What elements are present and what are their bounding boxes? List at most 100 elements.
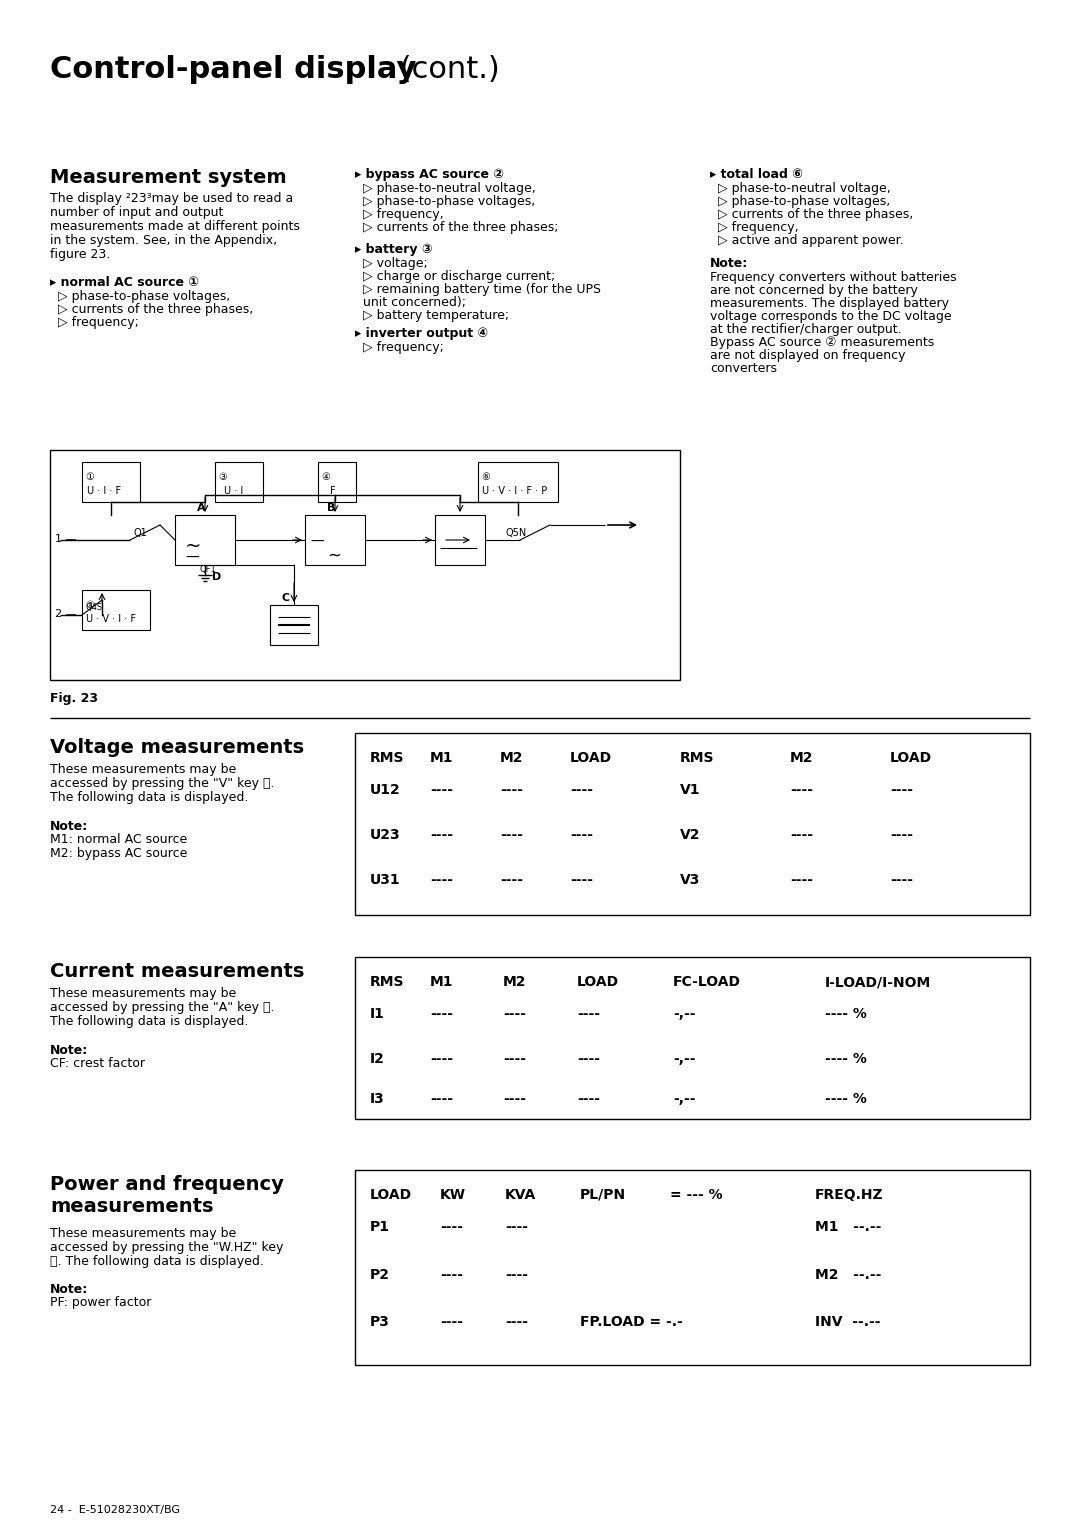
Text: ----: ---- xyxy=(430,828,453,841)
Text: ▷ phase-to-phase voltages,: ▷ phase-to-phase voltages, xyxy=(363,195,536,208)
Text: FP.LOAD = -.-: FP.LOAD = -.- xyxy=(580,1315,683,1328)
Text: ~: ~ xyxy=(327,547,341,565)
Text: Note:: Note: xyxy=(50,1283,89,1296)
Text: ----: ---- xyxy=(430,1006,453,1022)
Text: ▷ frequency,: ▷ frequency, xyxy=(363,208,444,221)
Text: ⑥: ⑥ xyxy=(481,472,489,483)
Text: CF: crest factor: CF: crest factor xyxy=(50,1057,145,1070)
Text: Q5N: Q5N xyxy=(505,528,526,538)
Text: -,--: -,-- xyxy=(673,1052,696,1066)
Text: M2   --.--: M2 --.-- xyxy=(815,1267,881,1283)
Text: ----: ---- xyxy=(505,1220,528,1234)
Text: -,--: -,-- xyxy=(673,1092,696,1106)
Text: ▷ phase-to-neutral voltage,: ▷ phase-to-neutral voltage, xyxy=(363,182,536,195)
Text: at the rectifier/charger output.: at the rectifier/charger output. xyxy=(710,324,902,336)
Text: These measurements may be: These measurements may be xyxy=(50,764,237,776)
Bar xyxy=(318,463,356,502)
Bar xyxy=(355,957,1030,1119)
Text: 2 —: 2 — xyxy=(55,609,77,618)
Text: ---- %: ---- % xyxy=(825,1006,867,1022)
Text: ----: ---- xyxy=(789,873,813,887)
Text: A: A xyxy=(197,502,205,513)
Text: ----: ---- xyxy=(503,1052,526,1066)
Text: are not displayed on frequency: are not displayed on frequency xyxy=(710,350,905,362)
Text: ▷ phase-to-phase voltages,: ▷ phase-to-phase voltages, xyxy=(718,195,890,208)
Text: ②: ② xyxy=(85,600,94,609)
Text: ----: ---- xyxy=(430,1052,453,1066)
Text: C: C xyxy=(282,592,291,603)
Text: ----: ---- xyxy=(505,1267,528,1283)
Text: LOAD: LOAD xyxy=(370,1188,413,1202)
Text: —: — xyxy=(185,551,199,565)
Text: U · I: U · I xyxy=(224,486,243,496)
Text: ③: ③ xyxy=(218,472,227,483)
Bar xyxy=(215,463,264,502)
Text: ▷ currents of the three phases,: ▷ currents of the three phases, xyxy=(58,302,253,316)
Text: measurements: measurements xyxy=(50,1197,214,1215)
Text: I2: I2 xyxy=(370,1052,384,1066)
Text: P2: P2 xyxy=(370,1267,390,1283)
Text: ----: ---- xyxy=(789,783,813,797)
Text: ----: ---- xyxy=(570,783,593,797)
Text: P3: P3 xyxy=(370,1315,390,1328)
Bar xyxy=(478,463,558,502)
Text: Note:: Note: xyxy=(710,257,748,270)
Text: KW: KW xyxy=(440,1188,465,1202)
Text: unit concerned);: unit concerned); xyxy=(363,296,465,308)
Text: ▸ total load ⑥: ▸ total load ⑥ xyxy=(710,168,802,182)
Text: ▸ bypass AC source ②: ▸ bypass AC source ② xyxy=(355,168,504,182)
Text: The following data is displayed.: The following data is displayed. xyxy=(50,791,248,805)
Text: 1 —: 1 — xyxy=(55,534,77,544)
Text: ----: ---- xyxy=(577,1052,600,1066)
Text: accessed by pressing the "V" key ⑮.: accessed by pressing the "V" key ⑮. xyxy=(50,777,274,789)
Text: ----: ---- xyxy=(890,828,913,841)
Text: ▷ currents of the three phases,: ▷ currents of the three phases, xyxy=(718,208,914,221)
Text: These measurements may be: These measurements may be xyxy=(50,986,237,1000)
Text: ①: ① xyxy=(85,472,94,483)
Text: ---- %: ---- % xyxy=(825,1092,867,1106)
Text: RMS: RMS xyxy=(370,751,405,765)
Text: number of input and output: number of input and output xyxy=(50,206,224,218)
Text: RMS: RMS xyxy=(370,976,405,989)
Text: Bypass AC source ② measurements: Bypass AC source ② measurements xyxy=(710,336,934,350)
Text: U23: U23 xyxy=(370,828,401,841)
Text: LOAD: LOAD xyxy=(577,976,619,989)
Text: ----: ---- xyxy=(570,828,593,841)
Text: LOAD: LOAD xyxy=(890,751,932,765)
Text: ----: ---- xyxy=(440,1267,463,1283)
Text: These measurements may be: These measurements may be xyxy=(50,1228,237,1240)
Text: V2: V2 xyxy=(680,828,701,841)
Text: ④: ④ xyxy=(321,472,329,483)
Text: ▷ frequency;: ▷ frequency; xyxy=(58,316,139,328)
Text: ▷ voltage;: ▷ voltage; xyxy=(363,257,428,270)
Text: U31: U31 xyxy=(370,873,401,887)
Text: Q1: Q1 xyxy=(133,528,147,538)
Text: ---- %: ---- % xyxy=(825,1052,867,1066)
Text: ▸ battery ③: ▸ battery ③ xyxy=(355,243,432,257)
Text: converters: converters xyxy=(710,362,777,376)
Text: QF1: QF1 xyxy=(200,565,217,574)
Text: ----: ---- xyxy=(503,1092,526,1106)
Text: ----: ---- xyxy=(430,1092,453,1106)
Text: ----: ---- xyxy=(890,783,913,797)
Text: RMS: RMS xyxy=(680,751,715,765)
Text: ▷ phase-to-phase voltages,: ▷ phase-to-phase voltages, xyxy=(58,290,230,302)
Bar xyxy=(50,450,680,680)
Text: ----: ---- xyxy=(577,1092,600,1106)
Text: I1: I1 xyxy=(370,1006,384,1022)
Text: ▷ frequency,: ▷ frequency, xyxy=(718,221,798,234)
Text: ▷ battery temperature;: ▷ battery temperature; xyxy=(363,308,509,322)
Text: LOAD: LOAD xyxy=(570,751,612,765)
Text: ----: ---- xyxy=(577,1006,600,1022)
Text: M1: M1 xyxy=(430,976,454,989)
Text: M2: bypass AC source: M2: bypass AC source xyxy=(50,847,187,860)
Text: Measurement system: Measurement system xyxy=(50,168,286,186)
Text: ----: ---- xyxy=(500,873,523,887)
Text: ----: ---- xyxy=(890,873,913,887)
Text: KVA: KVA xyxy=(505,1188,537,1202)
Text: accessed by pressing the "A" key ⑯.: accessed by pressing the "A" key ⑯. xyxy=(50,1002,274,1014)
Bar xyxy=(82,589,150,631)
Text: Note:: Note: xyxy=(50,820,89,834)
Text: are not concerned by the battery: are not concerned by the battery xyxy=(710,284,918,296)
Text: ----: ---- xyxy=(440,1315,463,1328)
